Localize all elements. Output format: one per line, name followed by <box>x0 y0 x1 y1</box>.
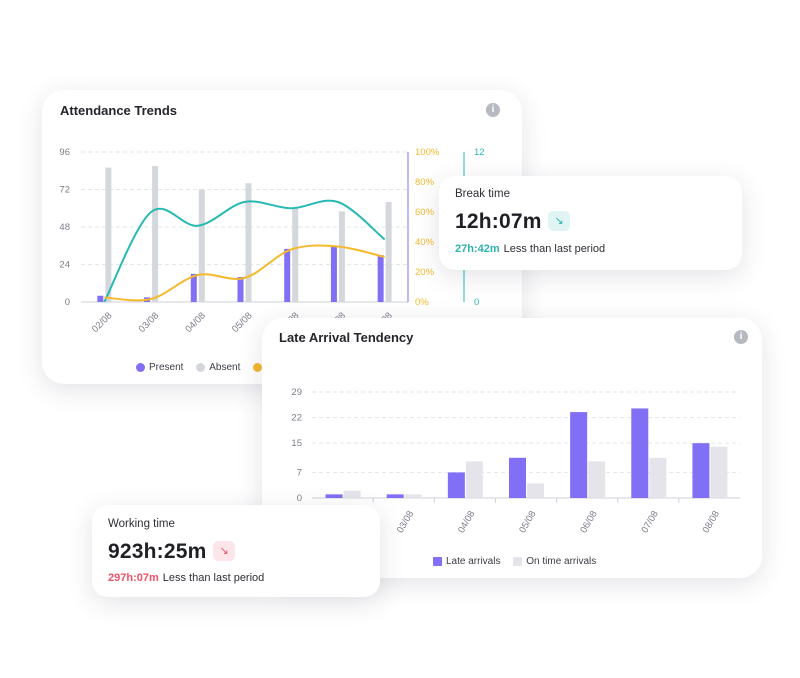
y-tick-label: 15 <box>291 438 302 449</box>
y-right-percent-tick-label: 100% <box>415 147 440 158</box>
legend-absent-label: Absent <box>209 362 241 373</box>
x-tick-label: 06/08 <box>578 509 599 535</box>
legend-absent-swatch <box>196 363 206 372</box>
break-time-delta-text: Less than last period <box>503 243 606 255</box>
y-left-tick-label: 24 <box>59 260 70 271</box>
legend-present-label: Present <box>149 362 184 373</box>
x-tick-label: 03/08 <box>395 509 416 535</box>
y-right-percent-tick-label: 40% <box>415 237 435 248</box>
legend-late[interactable]: Late arrivals <box>433 556 500 567</box>
bar-on-time-arrivals <box>588 461 606 498</box>
trend-down-icon: ↘ <box>213 541 235 561</box>
bar-on-time-arrivals <box>710 446 728 498</box>
legend-ontime[interactable]: On time arrivals <box>513 556 596 567</box>
bar-late-arrivals <box>570 412 588 498</box>
bar-absent <box>105 167 112 302</box>
bar-on-time-arrivals <box>404 494 422 498</box>
working-time-delta-text: Less than last period <box>162 572 265 584</box>
bar-on-time-arrivals <box>465 461 483 498</box>
working-time-label: Working time <box>108 518 175 530</box>
bar-late-arrivals <box>447 472 465 498</box>
bar-late-arrivals <box>325 494 343 498</box>
y-tick-label: 7 <box>297 467 302 478</box>
bar-late-arrivals <box>509 457 526 498</box>
break-time-card: Break time 12h:07m ↘ 27h:42m Less than la… <box>439 176 742 270</box>
y-left-tick-label: 0 <box>65 297 70 308</box>
bar-on-time-arrivals <box>343 490 361 498</box>
working-time-card: Working time 923h:25m ↘ 297h:07m Less tha… <box>92 505 380 597</box>
series-line-teal <box>103 199 386 303</box>
attendance-legend: Present Absent A <box>136 362 283 375</box>
y-tick-label: 22 <box>291 413 302 424</box>
bar-on-time-arrivals <box>527 483 544 498</box>
trend-down-icon: ↘ <box>548 211 570 231</box>
y-right-outer-tick-label: 0 <box>474 297 479 308</box>
y-left-tick-label: 72 <box>59 185 70 196</box>
bar-absent <box>385 202 392 302</box>
bar-on-time-arrivals <box>649 457 667 498</box>
bar-late-arrivals <box>692 443 710 498</box>
bar-absent <box>152 166 159 302</box>
legend-ontime-swatch <box>513 557 523 566</box>
info-icon[interactable]: i <box>486 103 500 117</box>
y-tick-label: 0 <box>297 493 302 504</box>
working-time-value: 923h:25m <box>108 540 207 563</box>
break-time-delta: 27h:42m Less than last period <box>455 243 605 255</box>
y-right-percent-tick-label: 0% <box>415 297 429 308</box>
x-tick-label: 08/08 <box>701 509 722 535</box>
legend-present[interactable]: Present <box>136 362 183 373</box>
bar-present <box>190 273 197 302</box>
x-tick-label: 05/08 <box>230 310 255 335</box>
y-right-percent-tick-label: 80% <box>415 177 435 188</box>
bar-late-arrivals <box>631 408 649 498</box>
x-tick-label: 03/08 <box>137 310 162 335</box>
series-line-orange <box>104 244 385 302</box>
legend-present-swatch <box>136 363 145 372</box>
bar-absent <box>245 183 252 302</box>
attendance-trends-title: Attendance Trends <box>60 103 178 118</box>
legend-absent[interactable]: Absent <box>196 362 240 373</box>
bar-absent <box>338 211 345 302</box>
bar-present <box>97 295 104 302</box>
bar-absent <box>292 208 299 302</box>
y-left-tick-label: 96 <box>59 147 70 158</box>
bar-late-arrivals <box>386 494 404 498</box>
legend-ontime-label: On time arrivals <box>526 556 597 567</box>
info-icon[interactable]: i <box>734 330 748 344</box>
x-tick-label: 02/08 <box>90 310 115 335</box>
break-time-value: 12h:07m <box>455 210 542 233</box>
y-right-outer-tick-label: 12 <box>474 147 485 158</box>
bar-present <box>284 248 291 302</box>
y-right-percent-tick-label: 60% <box>415 207 435 218</box>
break-time-delta-value: 27h:42m <box>455 243 500 255</box>
late-arrival-title: Late Arrival Tendency <box>279 330 414 345</box>
x-tick-label: 07/08 <box>639 509 660 535</box>
legend-third-swatch <box>253 363 263 372</box>
x-tick-label: 04/08 <box>456 509 477 535</box>
working-time-delta-value: 297h:07m <box>108 572 159 584</box>
working-time-delta: 297h:07m Less than last period <box>108 572 264 584</box>
legend-late-swatch <box>433 557 442 566</box>
bar-absent <box>198 189 205 302</box>
legend-late-label: Late arrivals <box>446 556 501 567</box>
y-tick-label: 29 <box>291 387 302 398</box>
y-left-tick-label: 48 <box>59 222 70 233</box>
late-arrival-chart: 0715222902/0803/0804/0805/0806/0807/0808… <box>291 387 740 535</box>
bar-present <box>330 245 337 302</box>
late-arrival-legend: Late arrivals On time arrivals <box>433 556 606 569</box>
x-tick-label: 04/08 <box>183 310 208 335</box>
x-tick-label: 05/08 <box>517 509 538 535</box>
y-right-percent-tick-label: 20% <box>415 267 435 278</box>
bar-present <box>237 277 244 302</box>
bar-present <box>377 255 384 302</box>
break-time-label: Break time <box>455 188 510 200</box>
